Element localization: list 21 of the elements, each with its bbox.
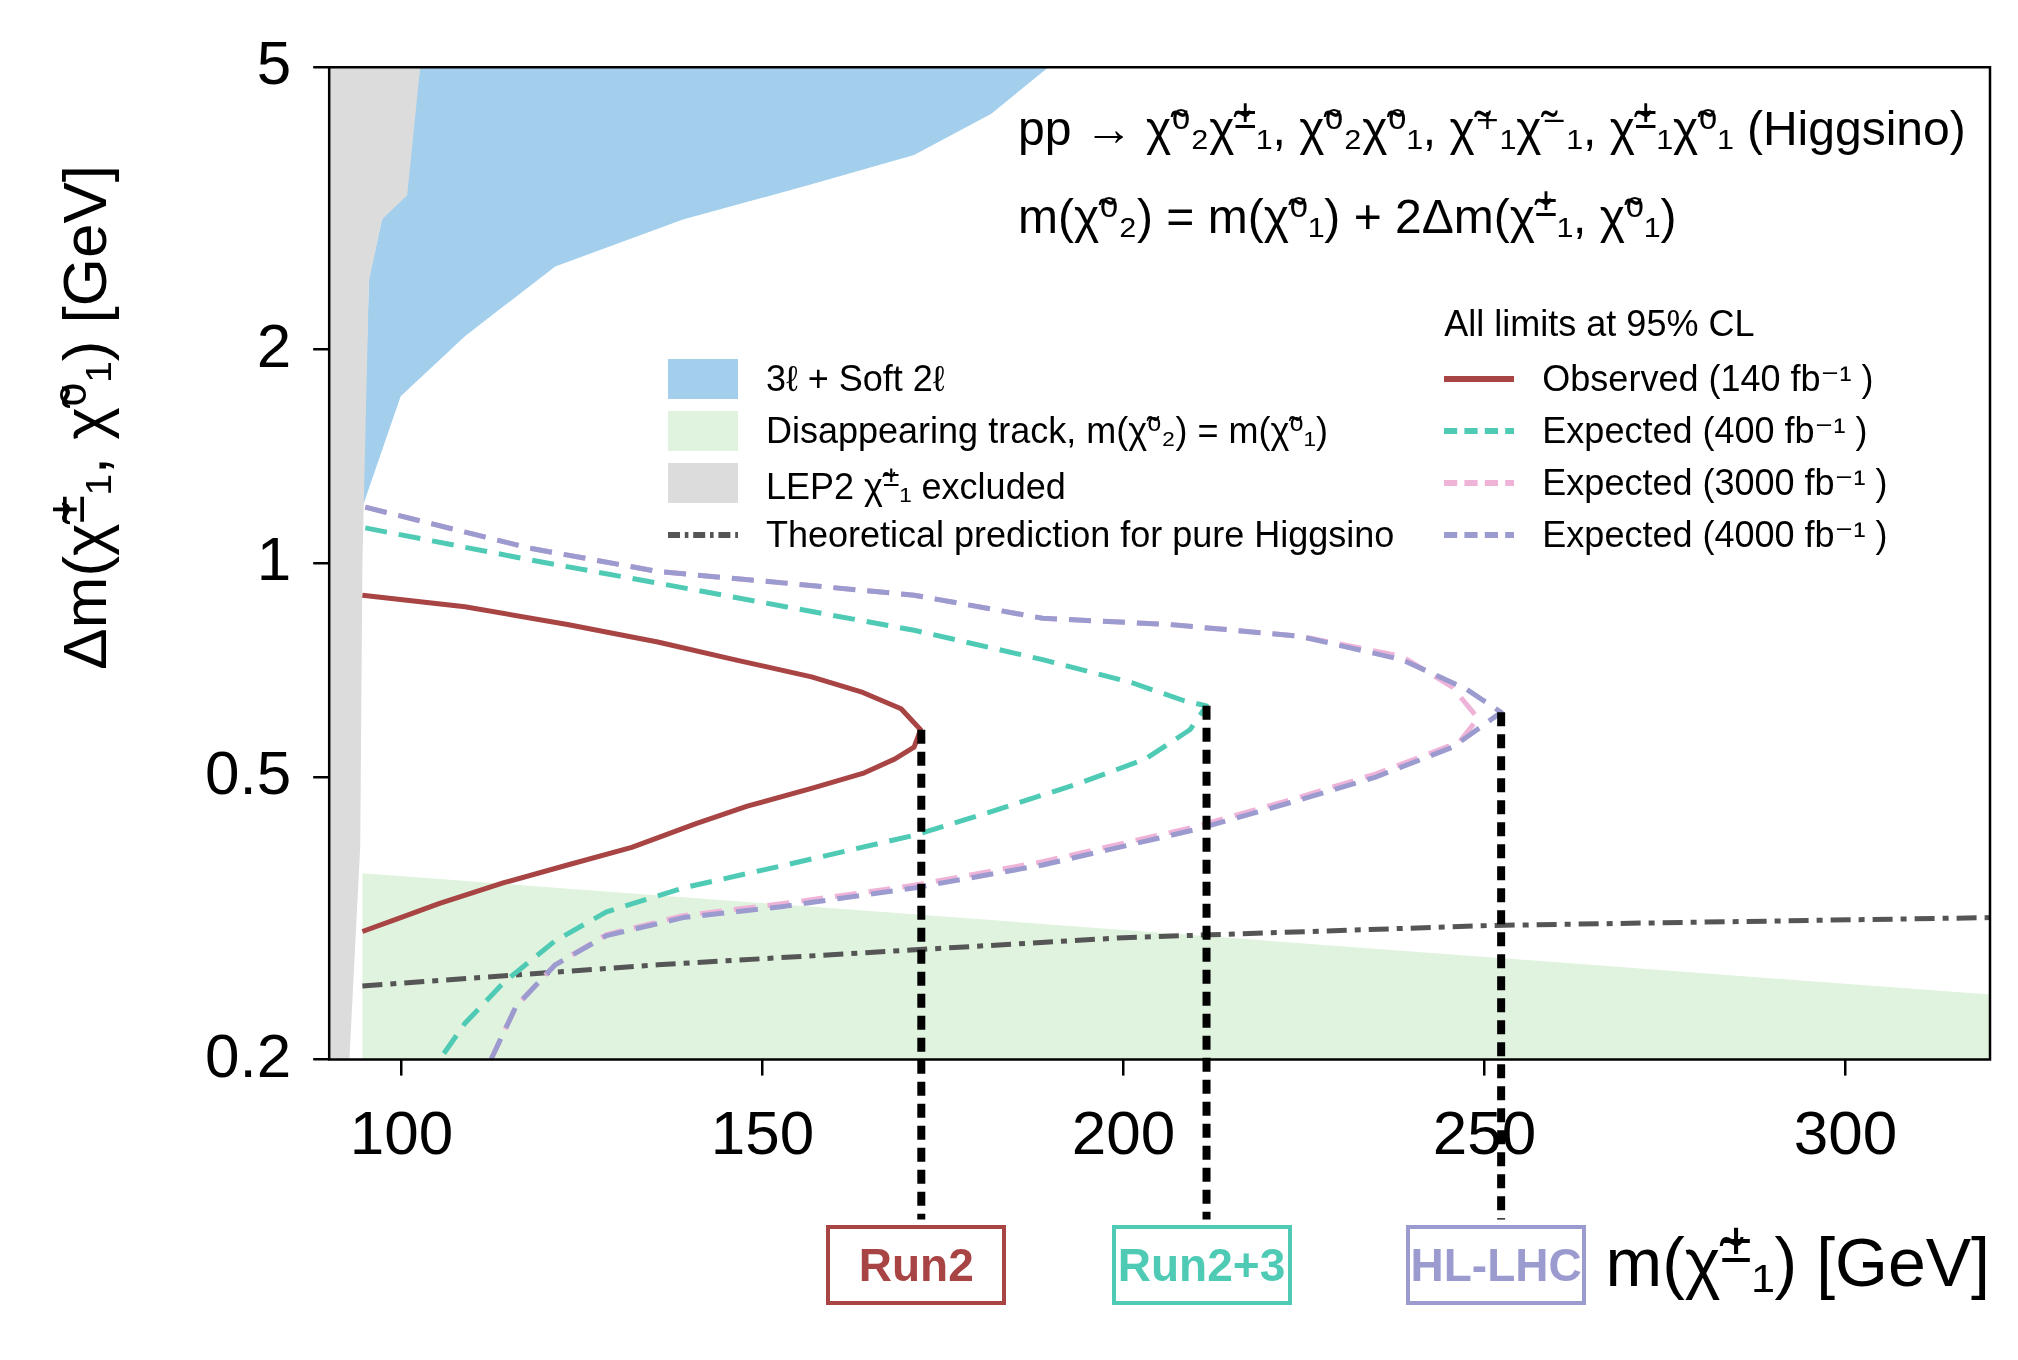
legend-label: 3ℓ + Soft 2ℓ: [766, 358, 945, 400]
x-tick-label: 100: [349, 1097, 454, 1167]
x-tick-label: 200: [1071, 1097, 1176, 1167]
y-tick-label: 0.5: [204, 738, 292, 808]
y-tick-label: 1: [256, 524, 292, 594]
x-tick-label: 150: [710, 1097, 815, 1167]
y-tick-label: 5: [256, 28, 292, 98]
legend-label: Expected (4000 fb⁻¹ ): [1542, 514, 1888, 556]
legend-title: All limits at 95% CL: [1444, 302, 1756, 346]
ref-line-label: Run2: [826, 1224, 1007, 1305]
legend-label: Expected (400 fb⁻¹ ): [1542, 410, 1868, 452]
legend-label: Observed (140 fb⁻¹ ): [1542, 358, 1874, 400]
x-tick-label: 300: [1793, 1097, 1898, 1167]
y-tick-label: 0.2: [204, 1020, 292, 1090]
y-tick-label: 2: [256, 310, 292, 380]
legend-label: Expected (3000 fb⁻¹ ): [1542, 462, 1888, 504]
ref-line-label: Run2+3: [1111, 1224, 1292, 1305]
legend-label: Theoretical prediction for pure Higgsino: [766, 514, 1395, 556]
ref-line-label: HL-LHC: [1406, 1224, 1587, 1305]
x-tick-label: 250: [1432, 1097, 1537, 1167]
legend-label: Disappearing track, m(χ̃⁰₂) = m(χ̃⁰₁): [766, 410, 1328, 452]
